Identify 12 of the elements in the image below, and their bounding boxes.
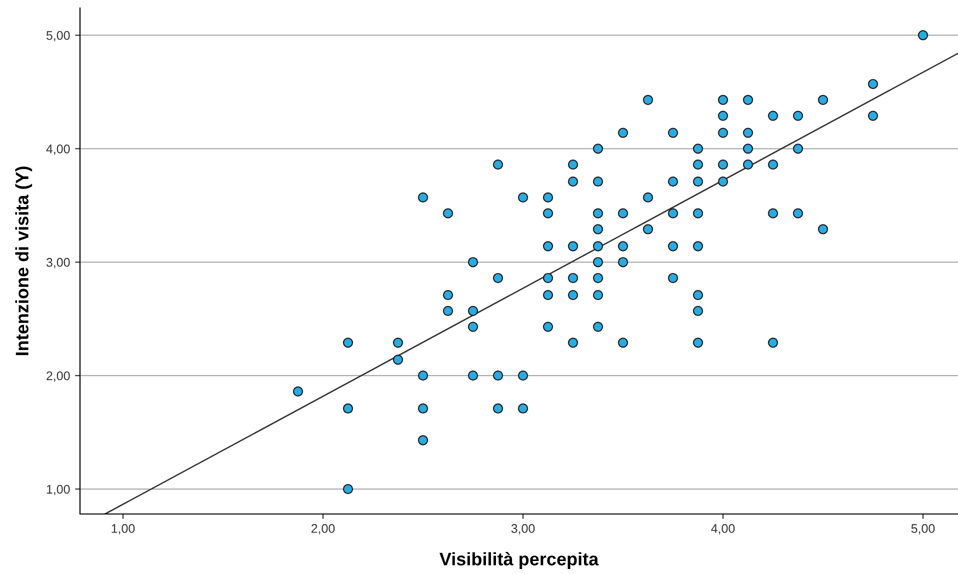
y-tick-label: 3,00 [46,258,70,268]
x-tick-label: 2,00 [311,524,335,534]
y-tick-label: 2,00 [46,371,70,382]
x-tick-label: 1,00 [112,524,135,534]
x-axis-title: Visibilità percepita [440,552,599,570]
x-tick-label: 4,00 [711,524,735,534]
x-tick-label: 5,00 [911,524,935,534]
y-tick-label: 1,00 [46,484,70,496]
y-axis-title: Intenzione di visita (Y) [15,166,32,356]
y-tick-label: 4,00 [46,144,70,155]
x-tick-label: 3,00 [511,524,535,534]
y-tick-label: 5,00 [46,31,70,42]
